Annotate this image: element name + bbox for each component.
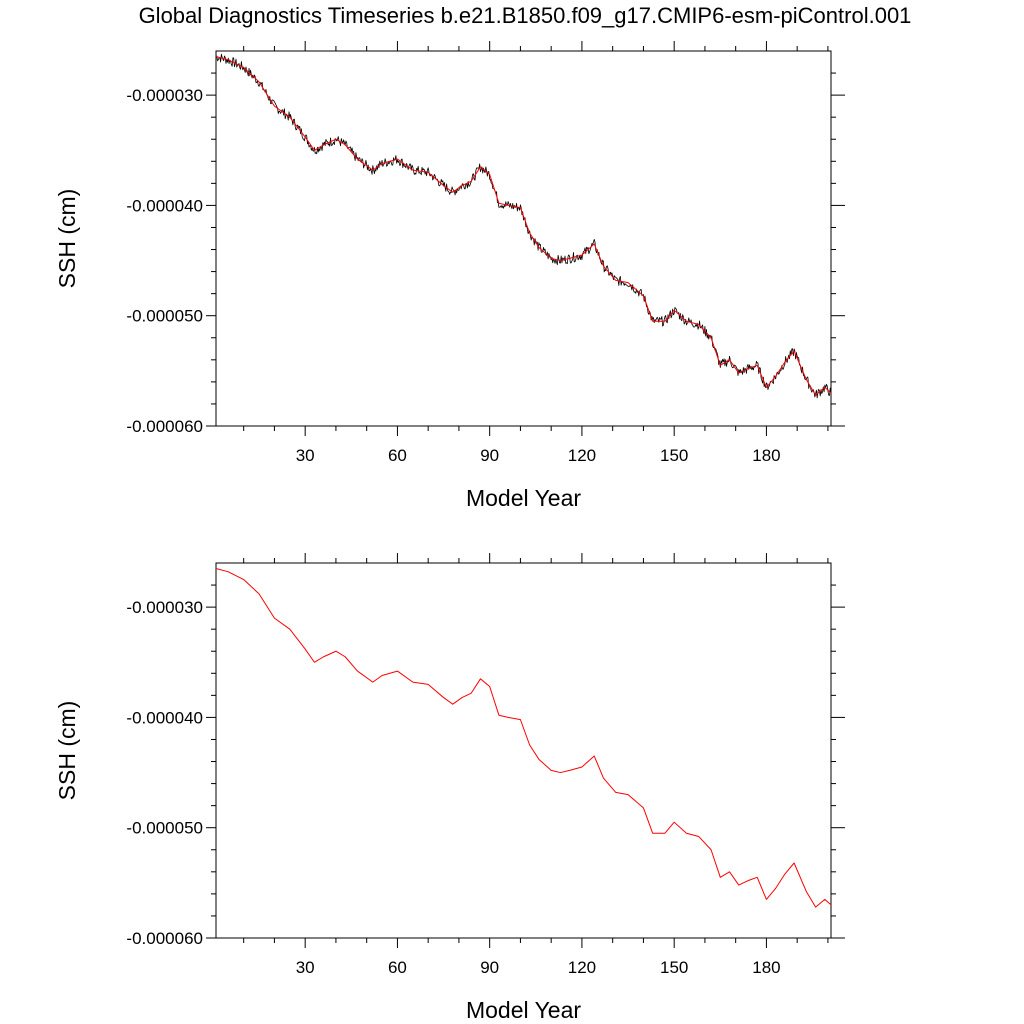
y-tick-label: -0.000030 <box>126 86 203 105</box>
y-tick-label: -0.000050 <box>126 307 203 326</box>
top-panel: 30 60 90 120 150 180 -0.000030 -0.000040 -0.0000… <box>54 41 845 511</box>
y-tick-label: -0.000040 <box>126 708 203 727</box>
x-tick-label: 30 <box>296 958 315 977</box>
x-axis-title: Model Year <box>466 997 581 1023</box>
x-tick-label: 180 <box>752 446 780 465</box>
series-line-monthly <box>215 53 832 399</box>
x-axis-title: Model Year <box>466 485 581 511</box>
plot-frame <box>215 562 832 939</box>
series-line-annual <box>215 56 832 396</box>
x-tick-label: 60 <box>388 958 407 977</box>
x-tick-label: 150 <box>660 958 688 977</box>
bottom-panel: 30 60 90 120 150 180 -0.000030 -0.000040 -0.0000… <box>54 553 845 1023</box>
y-tick-label: -0.000030 <box>126 598 203 617</box>
x-tick-label: 120 <box>568 958 596 977</box>
y-tick-label: -0.000060 <box>126 929 203 948</box>
x-tick-label: 60 <box>388 446 407 465</box>
y-tick-label: -0.000050 <box>126 819 203 838</box>
figure-title: Global Diagnostics Timeseries b.e21.B185… <box>138 3 912 28</box>
x-tick-label: 30 <box>296 446 315 465</box>
series-line-annual <box>215 568 832 908</box>
x-tick-label: 150 <box>660 446 688 465</box>
plot-frame <box>215 50 832 427</box>
y-tick-label: -0.000040 <box>126 196 203 215</box>
y-axis-title: SSH (cm) <box>54 701 80 801</box>
y-axis-title: SSH (cm) <box>54 189 80 289</box>
x-tick-label: 90 <box>480 958 499 977</box>
y-tick-label: -0.000060 <box>126 417 203 436</box>
x-tick-label: 120 <box>568 446 596 465</box>
x-tick-label: 90 <box>480 446 499 465</box>
x-tick-label: 180 <box>752 958 780 977</box>
